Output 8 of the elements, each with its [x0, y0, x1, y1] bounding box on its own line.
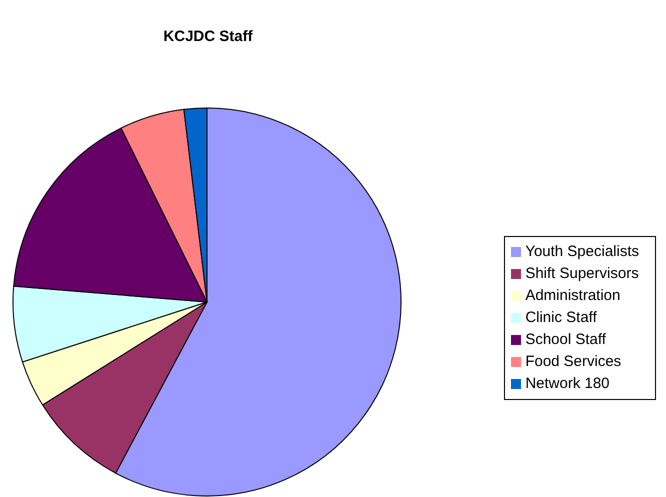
legend-label: Food Services: [525, 353, 622, 370]
legend-label: Youth Specialists: [525, 243, 639, 260]
legend-label: Shift Supervisors: [525, 265, 639, 282]
legend-label: Administration: [525, 287, 620, 304]
legend-label: Clinic Staff: [525, 309, 597, 326]
chart-title: KCJDC Staff: [162, 28, 254, 45]
legend-label: Network 180: [525, 375, 610, 392]
legend-label: School Staff: [525, 331, 606, 348]
